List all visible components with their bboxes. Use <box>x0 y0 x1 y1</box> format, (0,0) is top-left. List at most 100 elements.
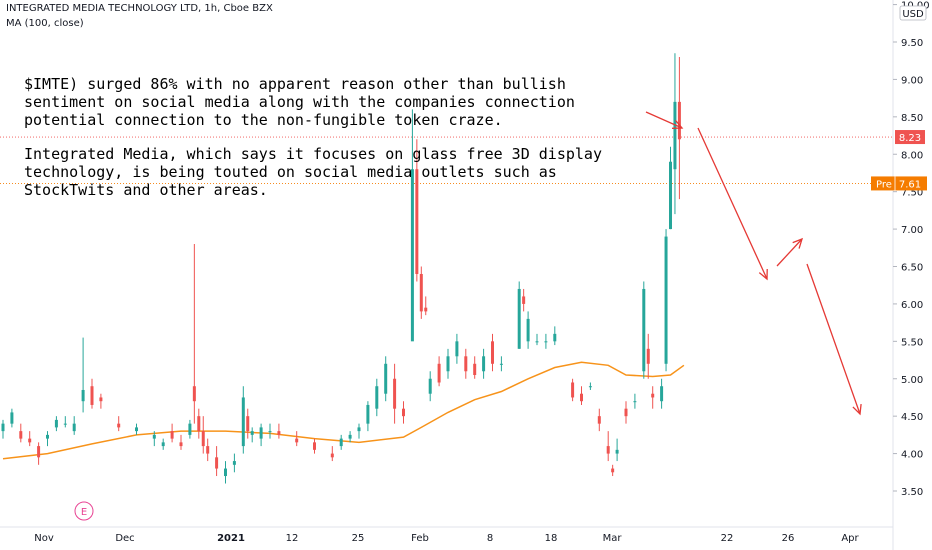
candle-body <box>246 416 250 432</box>
candle-body <box>366 404 370 424</box>
earnings-marker[interactable]: E <box>74 501 94 521</box>
arrow-down-1[interactable] <box>697 127 768 281</box>
candle <box>646 333 650 379</box>
candle-body <box>455 341 459 357</box>
candle <box>633 393 637 409</box>
last-price-badge[interactable] <box>895 130 925 145</box>
annotation-paragraph-2: Integrated Media, which says it focuses … <box>24 145 644 199</box>
candle-body <box>295 438 299 443</box>
candle-body <box>19 431 23 439</box>
candle <box>424 296 428 316</box>
time-tick-label: 8 <box>487 533 493 544</box>
time-tick-label: 12 <box>286 533 299 544</box>
candle-body <box>393 378 397 409</box>
candle-body <box>428 378 432 394</box>
candle-body <box>259 427 263 439</box>
candle <box>348 431 352 443</box>
candle <box>215 446 219 477</box>
candle <box>669 146 672 230</box>
chart-grid <box>0 136 893 184</box>
candle <box>375 378 379 417</box>
candle-body <box>402 408 405 417</box>
price-tick-label: 3.50 <box>901 487 923 498</box>
candle-body <box>611 468 615 473</box>
candle-body <box>224 468 227 477</box>
time-tick-label: Nov <box>34 533 54 544</box>
candle-body <box>232 461 236 465</box>
candle-body <box>99 397 103 402</box>
candle <box>535 333 539 346</box>
candle <box>522 288 526 312</box>
arrow-down-2[interactable] <box>806 263 862 416</box>
candle-body <box>152 434 156 439</box>
candle <box>37 442 41 465</box>
candle <box>464 348 468 379</box>
annotation-text-2: Integrated Media, which says it focuses … <box>24 145 602 199</box>
pre-market-badge[interactable] <box>871 176 927 191</box>
candle <box>357 423 361 439</box>
candle <box>197 408 201 439</box>
candle-body <box>10 412 14 424</box>
arrow-down-1-shaft <box>697 127 768 280</box>
candle <box>393 363 397 424</box>
candle-body <box>642 288 646 372</box>
candle-body <box>522 296 526 304</box>
candle-body <box>606 446 610 454</box>
candle-body <box>633 401 637 403</box>
currency-label: USD <box>902 9 924 20</box>
currency-box[interactable] <box>899 5 927 21</box>
candle <box>615 438 619 462</box>
candle <box>259 423 263 447</box>
candle-body <box>580 393 583 402</box>
price-tick-label: 4.50 <box>901 412 923 423</box>
candle <box>90 378 94 409</box>
earnings-marker-circle[interactable] <box>74 501 94 521</box>
candle-body <box>197 416 201 432</box>
candle <box>268 423 272 439</box>
candle <box>224 461 227 484</box>
arrow-up[interactable] <box>776 237 804 267</box>
candle <box>241 386 245 454</box>
candle <box>482 348 486 379</box>
candle-body <box>597 416 601 424</box>
candle-body <box>615 449 619 454</box>
indicator-legend[interactable]: MA (100, close) <box>6 18 84 29</box>
candle-body <box>357 427 361 432</box>
candle-body <box>339 438 343 447</box>
candle <box>152 431 156 447</box>
candle-body <box>384 363 388 394</box>
time-tick-label: 26 <box>782 533 795 544</box>
candle-body <box>535 341 539 343</box>
price-axis[interactable]: 10.009.509.008.508.007.507.006.506.005.5… <box>871 0 930 550</box>
candle-body <box>446 356 450 372</box>
candle-body <box>499 363 503 365</box>
arrow-up-shaft <box>776 238 803 267</box>
candle <box>491 333 494 372</box>
candle-body <box>46 434 49 439</box>
price-tick-label: 5.00 <box>901 375 923 386</box>
candle-body <box>135 427 138 432</box>
candle <box>54 416 58 432</box>
candle-body <box>72 423 76 432</box>
price-tick-label: 9.00 <box>901 75 923 86</box>
candle-body <box>544 341 548 343</box>
candle <box>192 244 196 424</box>
candle-body <box>419 273 423 312</box>
price-tick-label: 8.50 <box>901 113 923 124</box>
symbol-title[interactable]: INTEGRATED MEDIA TECHNOLOGY LTD, 1h, Cbo… <box>6 3 273 14</box>
candle <box>624 401 628 424</box>
candle <box>597 408 601 432</box>
candle <box>437 356 441 387</box>
candle <box>499 356 503 372</box>
candle <box>277 423 281 439</box>
candle-body <box>206 446 210 454</box>
candle-body <box>201 431 205 447</box>
candle-body <box>348 434 352 439</box>
candle <box>206 438 210 462</box>
candle-body <box>517 288 521 349</box>
arrow-pointer[interactable] <box>645 111 684 129</box>
price-tick-label: 4.00 <box>901 450 923 461</box>
time-axis[interactable]: Nov Dec 2021 12 25 Feb 8 18 Mar 22 26 Apr <box>0 526 893 544</box>
pre-market-label: 7.61 <box>899 179 921 190</box>
